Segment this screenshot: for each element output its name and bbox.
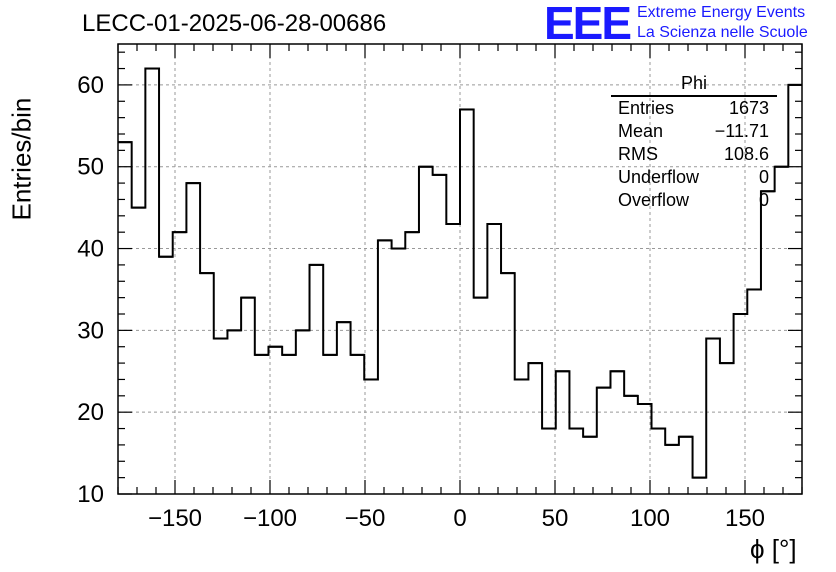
- plot-title: LECC-01-2025-06-28-00686: [82, 10, 387, 37]
- stats-label: Overflow: [618, 190, 690, 210]
- stats-value: 108.6: [723, 144, 769, 164]
- stats-row-entries: Entries 1673: [611, 97, 777, 120]
- stats-row-mean: Mean −11.71: [611, 120, 777, 143]
- stats-title: Phi: [611, 72, 777, 97]
- y-axis-label: Entries/bin: [6, 97, 37, 221]
- x-tick-label: −150: [148, 505, 202, 532]
- stats-value: 0: [758, 190, 769, 210]
- stats-value: −11.71: [714, 121, 769, 141]
- stats-value: 1673: [728, 98, 769, 118]
- y-tick-label: 50: [77, 154, 104, 181]
- x-axis-label: ϕ [°]: [750, 534, 797, 564]
- stats-label: Entries: [618, 98, 675, 118]
- stats-row-underflow: Underflow 0: [611, 166, 777, 189]
- stats-row-overflow: Overflow 0: [611, 189, 777, 212]
- x-tick-label: −50: [345, 505, 386, 532]
- y-tick-label: 40: [77, 236, 104, 263]
- stats-label: Mean: [618, 121, 664, 141]
- x-tick-label: 150: [725, 505, 765, 532]
- x-tick-label: −100: [243, 505, 297, 532]
- y-tick-label: 60: [77, 72, 104, 99]
- stats-value: 0: [758, 167, 769, 187]
- y-tick-label: 30: [77, 317, 104, 344]
- y-tick-label: 20: [77, 399, 104, 426]
- eee-logo: EEE: [544, 0, 632, 49]
- y-tick-label: 10: [77, 481, 104, 508]
- x-tick-label: 100: [630, 505, 670, 532]
- stats-label: Underflow: [618, 167, 700, 187]
- logo-line-2: La Scienza nelle Scuole: [637, 24, 808, 41]
- stats-box: Phi Entries 1673 Mean −11.71 RMS 108.6 U…: [611, 72, 777, 212]
- y-axis-label-box: Entries/bin: [2, 97, 42, 221]
- x-tick-label: 0: [453, 505, 466, 532]
- stats-label: RMS: [618, 144, 658, 164]
- x-tick-label: 50: [542, 505, 569, 532]
- stats-row-rms: RMS 108.6: [611, 143, 777, 166]
- logo-line-1: Extreme Energy Events: [637, 4, 806, 21]
